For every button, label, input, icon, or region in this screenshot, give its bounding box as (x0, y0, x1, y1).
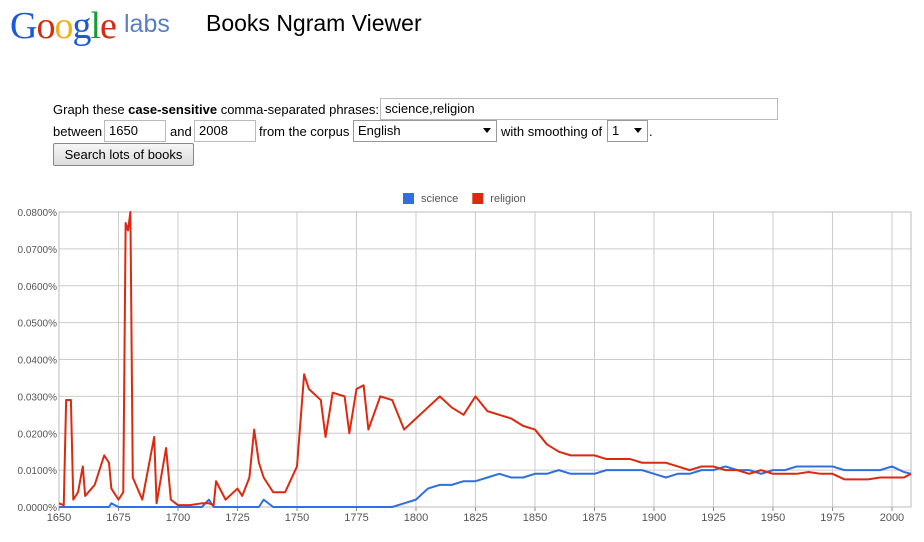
y-tick-label: 0.0600% (18, 282, 58, 293)
select-value: 1 (612, 123, 620, 138)
label: Graph these (53, 102, 125, 117)
x-tick-label: 1675 (106, 512, 130, 524)
label: between (53, 124, 103, 139)
y-tick-label: 0.0800% (18, 208, 58, 219)
x-tick-label: 1850 (523, 512, 547, 524)
x-tick-label: 1950 (761, 512, 785, 524)
label: with smoothing of (501, 124, 603, 139)
label: and (170, 124, 192, 139)
x-tick-label: 1875 (582, 512, 606, 524)
x-tick-label: 2000 (880, 512, 904, 524)
x-tick-label: 1650 (47, 512, 71, 524)
plot-frame (58, 211, 912, 508)
y-tick-label: 0.0000% (18, 503, 58, 514)
legend-swatch (472, 193, 484, 204)
x-tick-label: 1725 (225, 512, 249, 524)
smoothing-select[interactable]: 1 (607, 120, 648, 142)
chart: 0.0000% 0.0100% 0.0200% 0.0300% 0.0400% 0.050… (18, 193, 912, 524)
corpus-select[interactable]: English (353, 120, 497, 142)
x-tick-label: 1800 (404, 512, 428, 524)
logo-suffix: labs (124, 10, 170, 38)
select-value: English (358, 123, 401, 138)
series-line (59, 465, 912, 508)
series-line (58, 211, 912, 507)
legend-swatch (403, 193, 414, 204)
logo: Google (10, 5, 117, 47)
page-title: Books Ngram Viewer (206, 10, 422, 36)
label: . (649, 124, 653, 139)
dropdown-arrow (634, 128, 642, 133)
x-tick-label: 1975 (820, 512, 844, 524)
y-tick-label: 0.0300% (18, 392, 58, 403)
start-year-input[interactable]: 1650 (104, 120, 166, 142)
y-tick-label: 0.0100% (18, 466, 58, 477)
y-tick-label: 0.0700% (18, 245, 58, 256)
y-tick-label: 0.0200% (18, 429, 58, 440)
label: comma-separated phrases: (220, 102, 379, 117)
phrase-input[interactable]: science,religion (380, 98, 778, 120)
form-label: Graph these case-sensitive comma-separat… (53, 102, 379, 117)
legend-label: religion (490, 193, 525, 205)
y-tick-label: 0.0400% (18, 356, 58, 367)
x-tick-label: 1775 (344, 512, 368, 524)
label-emphasis: case-sensitive (128, 102, 218, 117)
x-tick-label: 1900 (642, 512, 666, 524)
legend-label: science (421, 193, 458, 205)
dropdown-arrow (483, 128, 491, 133)
x-tick-label: 1825 (463, 512, 487, 524)
end-year-input[interactable]: 2008 (194, 120, 256, 142)
x-tick-label: 1700 (166, 512, 190, 524)
label: from the corpus (259, 124, 350, 139)
search-button[interactable]: Search lots of books (53, 143, 194, 166)
x-tick-label: 1750 (285, 512, 309, 524)
y-tick-label: 0.0500% (18, 319, 58, 330)
x-tick-label: 1925 (701, 512, 725, 524)
